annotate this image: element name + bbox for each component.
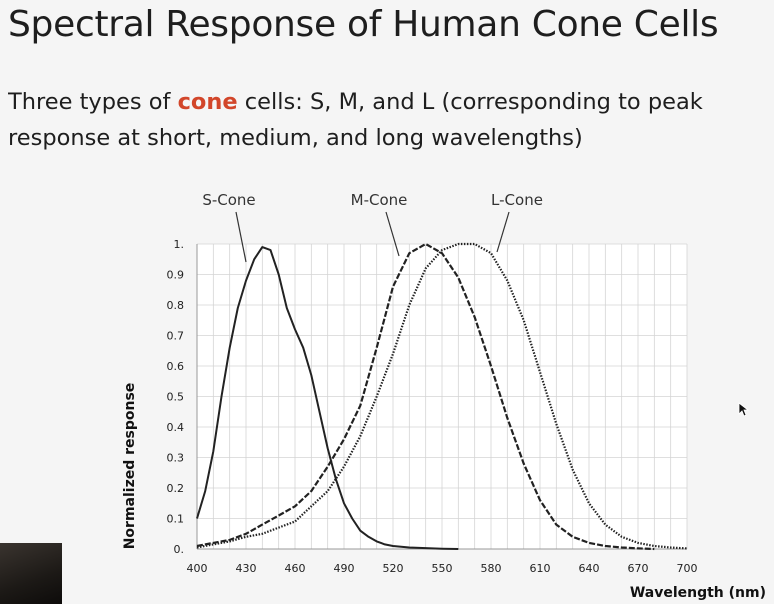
l-cone-label: L-Cone	[491, 191, 543, 209]
body-text-after: cells: S, M, and L (corresponding to pea…	[237, 89, 703, 115]
y-tick-label: 0.7	[167, 330, 185, 343]
mouse-cursor-icon	[738, 402, 750, 417]
m-cone-label: M-Cone	[351, 191, 408, 209]
x-tick-label: 640	[579, 562, 600, 575]
slide-body: Three types of cone cells: S, M, and L (…	[8, 84, 774, 156]
l-cone-curve	[196, 242, 688, 550]
x-tick-label: 700	[677, 562, 698, 575]
x-tick-label: 430	[236, 562, 257, 575]
x-tick-labels: 400 430 460 490 520 550 580 610 640 670 700	[187, 562, 698, 575]
y-tick-label: 0.3	[167, 452, 185, 465]
m-cone-leader-line	[385, 211, 400, 257]
y-tick-label: 0.5	[167, 391, 185, 404]
x-tick-label: 670	[628, 562, 649, 575]
x-tick-label: 580	[481, 562, 502, 575]
body-text-before: Three types of	[8, 89, 178, 115]
y-tick-label: 0.	[174, 543, 185, 556]
slide-title: Spectral Response of Human Cone Cells	[8, 4, 719, 45]
body-line-2: response at short, medium, and long wave…	[8, 125, 583, 151]
x-tick-label: 400	[187, 562, 208, 575]
y-tick-label: 0.8	[167, 299, 185, 312]
y-tick-label: 0.4	[167, 421, 185, 434]
curves	[196, 242, 688, 551]
x-tick-label: 490	[334, 562, 355, 575]
chart-grid	[196, 243, 688, 550]
y-tick-label: 0.6	[167, 360, 185, 373]
body-line-1: Three types of cone cells: S, M, and L (…	[8, 84, 774, 120]
y-tick-label: 0.9	[167, 269, 185, 282]
y-tick-label: 0.1	[167, 513, 185, 526]
s-cone-leader-line	[235, 211, 247, 263]
x-tick-label: 520	[383, 562, 404, 575]
y-tick-label: 1.	[174, 238, 185, 251]
s-cone-curve	[196, 246, 459, 550]
y-axis-title: Normalized response	[122, 383, 138, 550]
highlight-cone: cone	[177, 89, 238, 115]
x-tick-label: 460	[285, 562, 306, 575]
x-tick-label: 550	[432, 562, 453, 575]
y-tick-labels: 0. 0.1 0.2 0.3 0.4 0.5 0.6 0.7 0.8 0.9 1.	[167, 238, 185, 556]
l-cone-leader-line	[496, 211, 510, 253]
x-tick-label: 610	[530, 562, 551, 575]
webcam-thumbnail	[0, 543, 62, 604]
curve-labels: S-Cone M-Cone L-Cone	[202, 191, 543, 263]
s-cone-label: S-Cone	[202, 191, 255, 209]
m-cone-curve	[196, 242, 655, 551]
y-tick-label: 0.2	[167, 482, 185, 495]
x-axis-title: Wavelength (nm)	[630, 585, 766, 601]
